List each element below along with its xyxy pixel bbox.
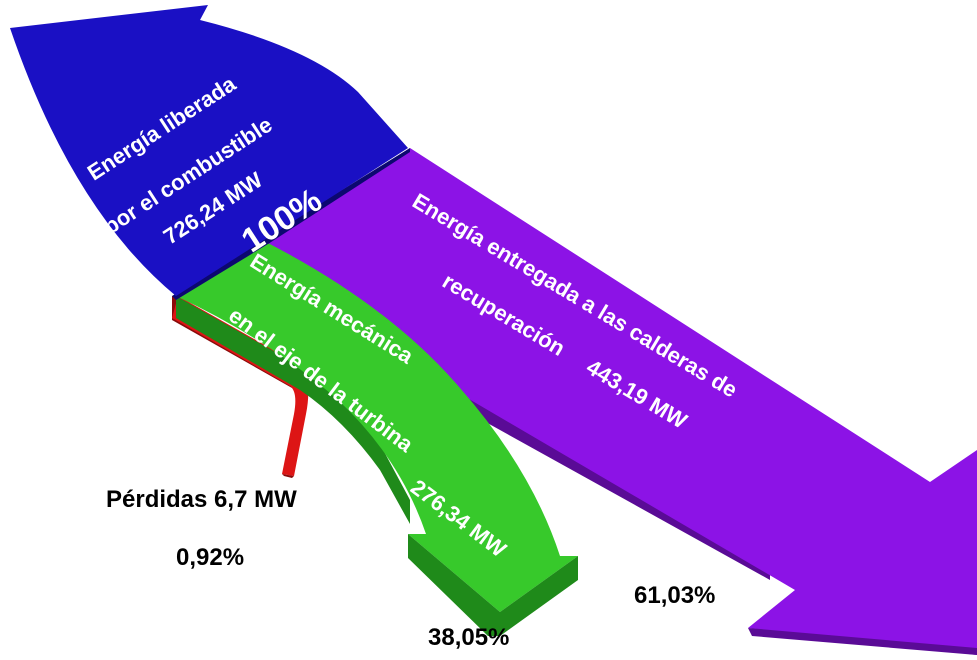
mechanical-arrow-end-side — [408, 534, 578, 636]
mechanical-band-side — [176, 296, 410, 524]
input-band — [10, 5, 408, 296]
recovery-percent: 61,03% — [634, 582, 716, 609]
recovery-arrow-bottom — [748, 628, 977, 655]
losses-label: Pérdidas 6,7 MW — [106, 486, 297, 513]
recovery-band — [264, 148, 977, 655]
input-band-side — [172, 148, 410, 300]
losses-arrow-tip — [282, 474, 294, 478]
mechanical-band — [176, 240, 578, 612]
mechanical-branch — [176, 240, 578, 636]
input-branch — [10, 5, 410, 300]
losses-percent: 0,92% — [176, 544, 245, 571]
recovery-branch — [264, 148, 977, 655]
mechanical-percent: 38,05% — [428, 624, 510, 651]
